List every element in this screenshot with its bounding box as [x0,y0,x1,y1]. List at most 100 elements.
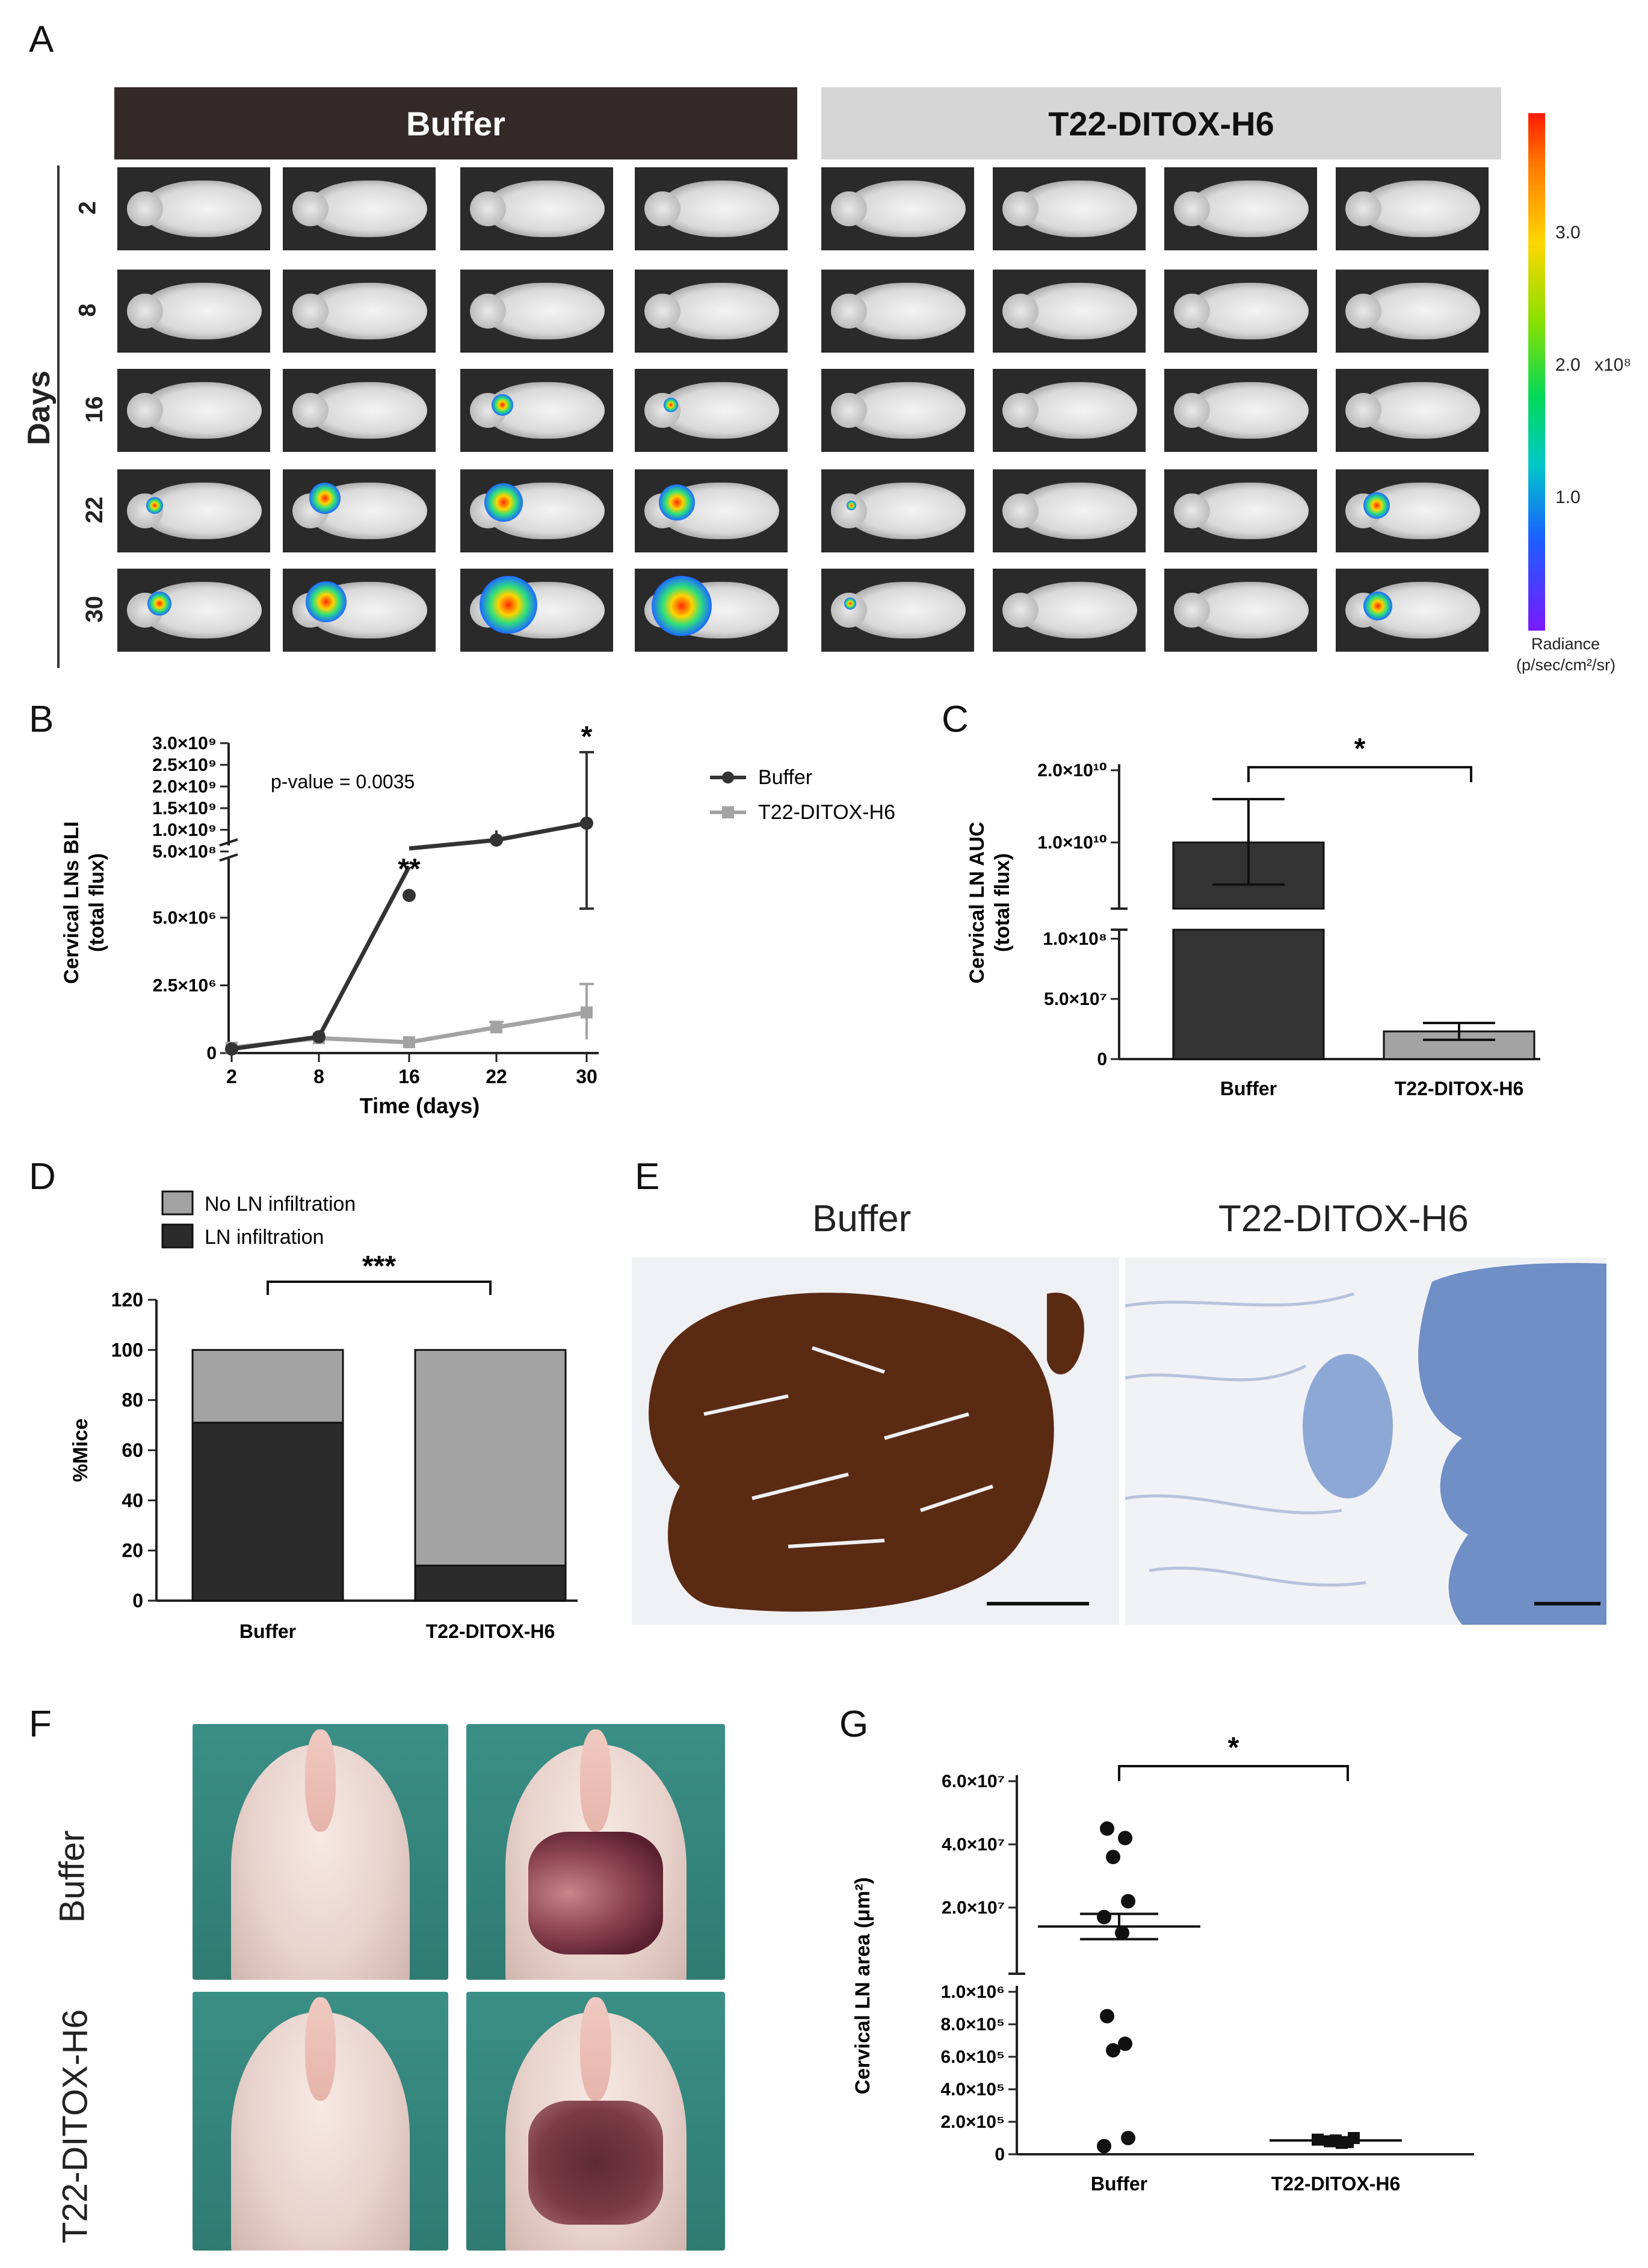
mouse-head [127,191,163,226]
colorbar-tick-2: 2.0 [1555,355,1581,375]
mouse-head [1174,294,1210,329]
chart-g: 2.0×10⁷ 4.0×10⁷ 6.0×10⁷ 0 2.0×10⁵ 4.0×10⁵ 6.0×… [851,1733,1474,2195]
significance-bracket [1247,766,1472,782]
y-tick-label: 2.0×10⁷ [942,1898,1005,1918]
mouse-head [470,191,506,226]
y-tick-label: 2.0×10¹⁰ [1037,761,1107,780]
panel-label-d: D [29,1156,56,1197]
data-point-buffer [1118,1831,1132,1846]
mouse-head [831,191,867,226]
days-axis-line [57,165,60,668]
legend-marker-buffer [722,771,734,783]
bli-signal [480,576,537,634]
colorbar-multiplier: x10⁸ [1594,355,1632,375]
bli-mouse-image [283,270,436,353]
panel-label-b: B [29,699,54,740]
mouse-head [644,191,680,226]
y-tick-label: 6.0×10⁵ [940,2047,1005,2067]
bli-mouse-image [1336,369,1489,452]
mouse-head [831,393,867,428]
y-tick-label: 0 [995,2145,1005,2164]
y-axis-label-1: Cervical LNs BLI [60,821,83,984]
bli-mouse-image [117,369,270,452]
x-tick-label: Buffer [239,1621,296,1642]
mouse-head [1002,294,1038,329]
axis-break [219,838,238,847]
mouse-snout [580,1997,611,2101]
data-point-t22 [581,1006,593,1019]
panel-label-g: G [839,1704,869,1745]
data-point-buffer [490,833,503,847]
micrograph-buffer [632,1258,1119,1625]
bli-mouse-image [635,270,788,353]
panel-label-e: E [635,1156,660,1197]
x-axis-label: Time (days) [360,1093,480,1118]
y-tick-label: 100 [111,1339,143,1361]
panel-label-c: C [942,699,969,740]
y-tick-label: 1.0×10⁸ [1043,929,1107,949]
y-tick-label: 40 [122,1489,143,1511]
mouse-head [1345,393,1381,428]
bli-mouse-image [993,469,1146,552]
x-tick-label: 22 [486,1066,507,1087]
x-tick-label: T22-DITOX-H6 [426,1621,555,1642]
bli-mouse-image [1336,270,1489,353]
bar-segment-no-ln-infiltration [414,1349,567,1567]
y-tick-label: 120 [111,1289,143,1311]
dissected-neck [528,2100,663,2225]
chart-d: 0 20 40 60 80 100 120 %Mice Buffer T22-DITOX-H6 **… [69,1190,578,1642]
significance-bracket [1118,1765,1349,1781]
y-tick-label: 5.0×10⁸ [152,842,217,862]
y-tick-label: 1.5×10⁹ [152,799,217,818]
mouse-snout [580,1729,611,1832]
bli-mouse-image [283,369,436,452]
day-label: 16 [81,396,108,423]
significance-mark: * [581,722,593,753]
y-tick-label: 0 [1097,1049,1107,1069]
micrograph-t22 [1125,1258,1606,1625]
mouse-head [292,294,329,329]
bli-mouse-image [1164,469,1317,552]
mouse-snout [305,1997,336,2101]
day-label: 8 [74,303,101,317]
bli-mouse-image [283,167,436,250]
mouse-head [292,191,329,226]
photo-row-label-buffer: Buffer [52,1830,92,1923]
data-point-buffer [1097,2139,1111,2154]
micrograph-buffer-drawing [649,1293,1089,1612]
bli-mouse-image [460,569,613,652]
y-tick-label: 2.0×10⁹ [152,777,217,797]
bli-mouse-image [635,569,788,652]
bli-mouse-image [460,270,613,353]
series-line-buffer-lower [231,865,412,1051]
bli-mouse-image [993,569,1146,652]
photo-t22-opened [466,1992,725,2251]
bli-signal [664,398,678,412]
bar-segment-ln-infiltration [191,1421,344,1602]
mouse-head [644,294,680,329]
mouse-head [831,294,867,329]
y-tick-label: 2.0×10⁵ [940,2112,1005,2132]
y-tick-label: 5.0×10⁶ [153,908,217,928]
bli-signal [147,592,171,616]
data-point-t22 [403,1036,415,1048]
legend-marker-t22 [722,806,734,818]
significance-mark: * [1228,1733,1239,1764]
panel-label-a: A [29,19,54,60]
bli-signal [306,581,347,622]
y-tick-label: 5.0×10⁷ [1044,989,1107,1009]
mouse-head [127,393,163,428]
legend-swatch-ln [161,1223,194,1249]
bli-mouse-image [635,369,788,452]
bli-mouse-image [635,167,788,250]
x-tick-label: 30 [576,1066,597,1087]
bli-mouse-image [1336,569,1489,652]
bli-signal [484,483,523,522]
bli-mouse-image [117,569,270,652]
bli-mouse-image [1164,369,1317,452]
axis-break [219,853,238,862]
bli-mouse-image [821,469,974,552]
mouse-head [127,294,163,329]
mouse-head [1345,294,1381,329]
